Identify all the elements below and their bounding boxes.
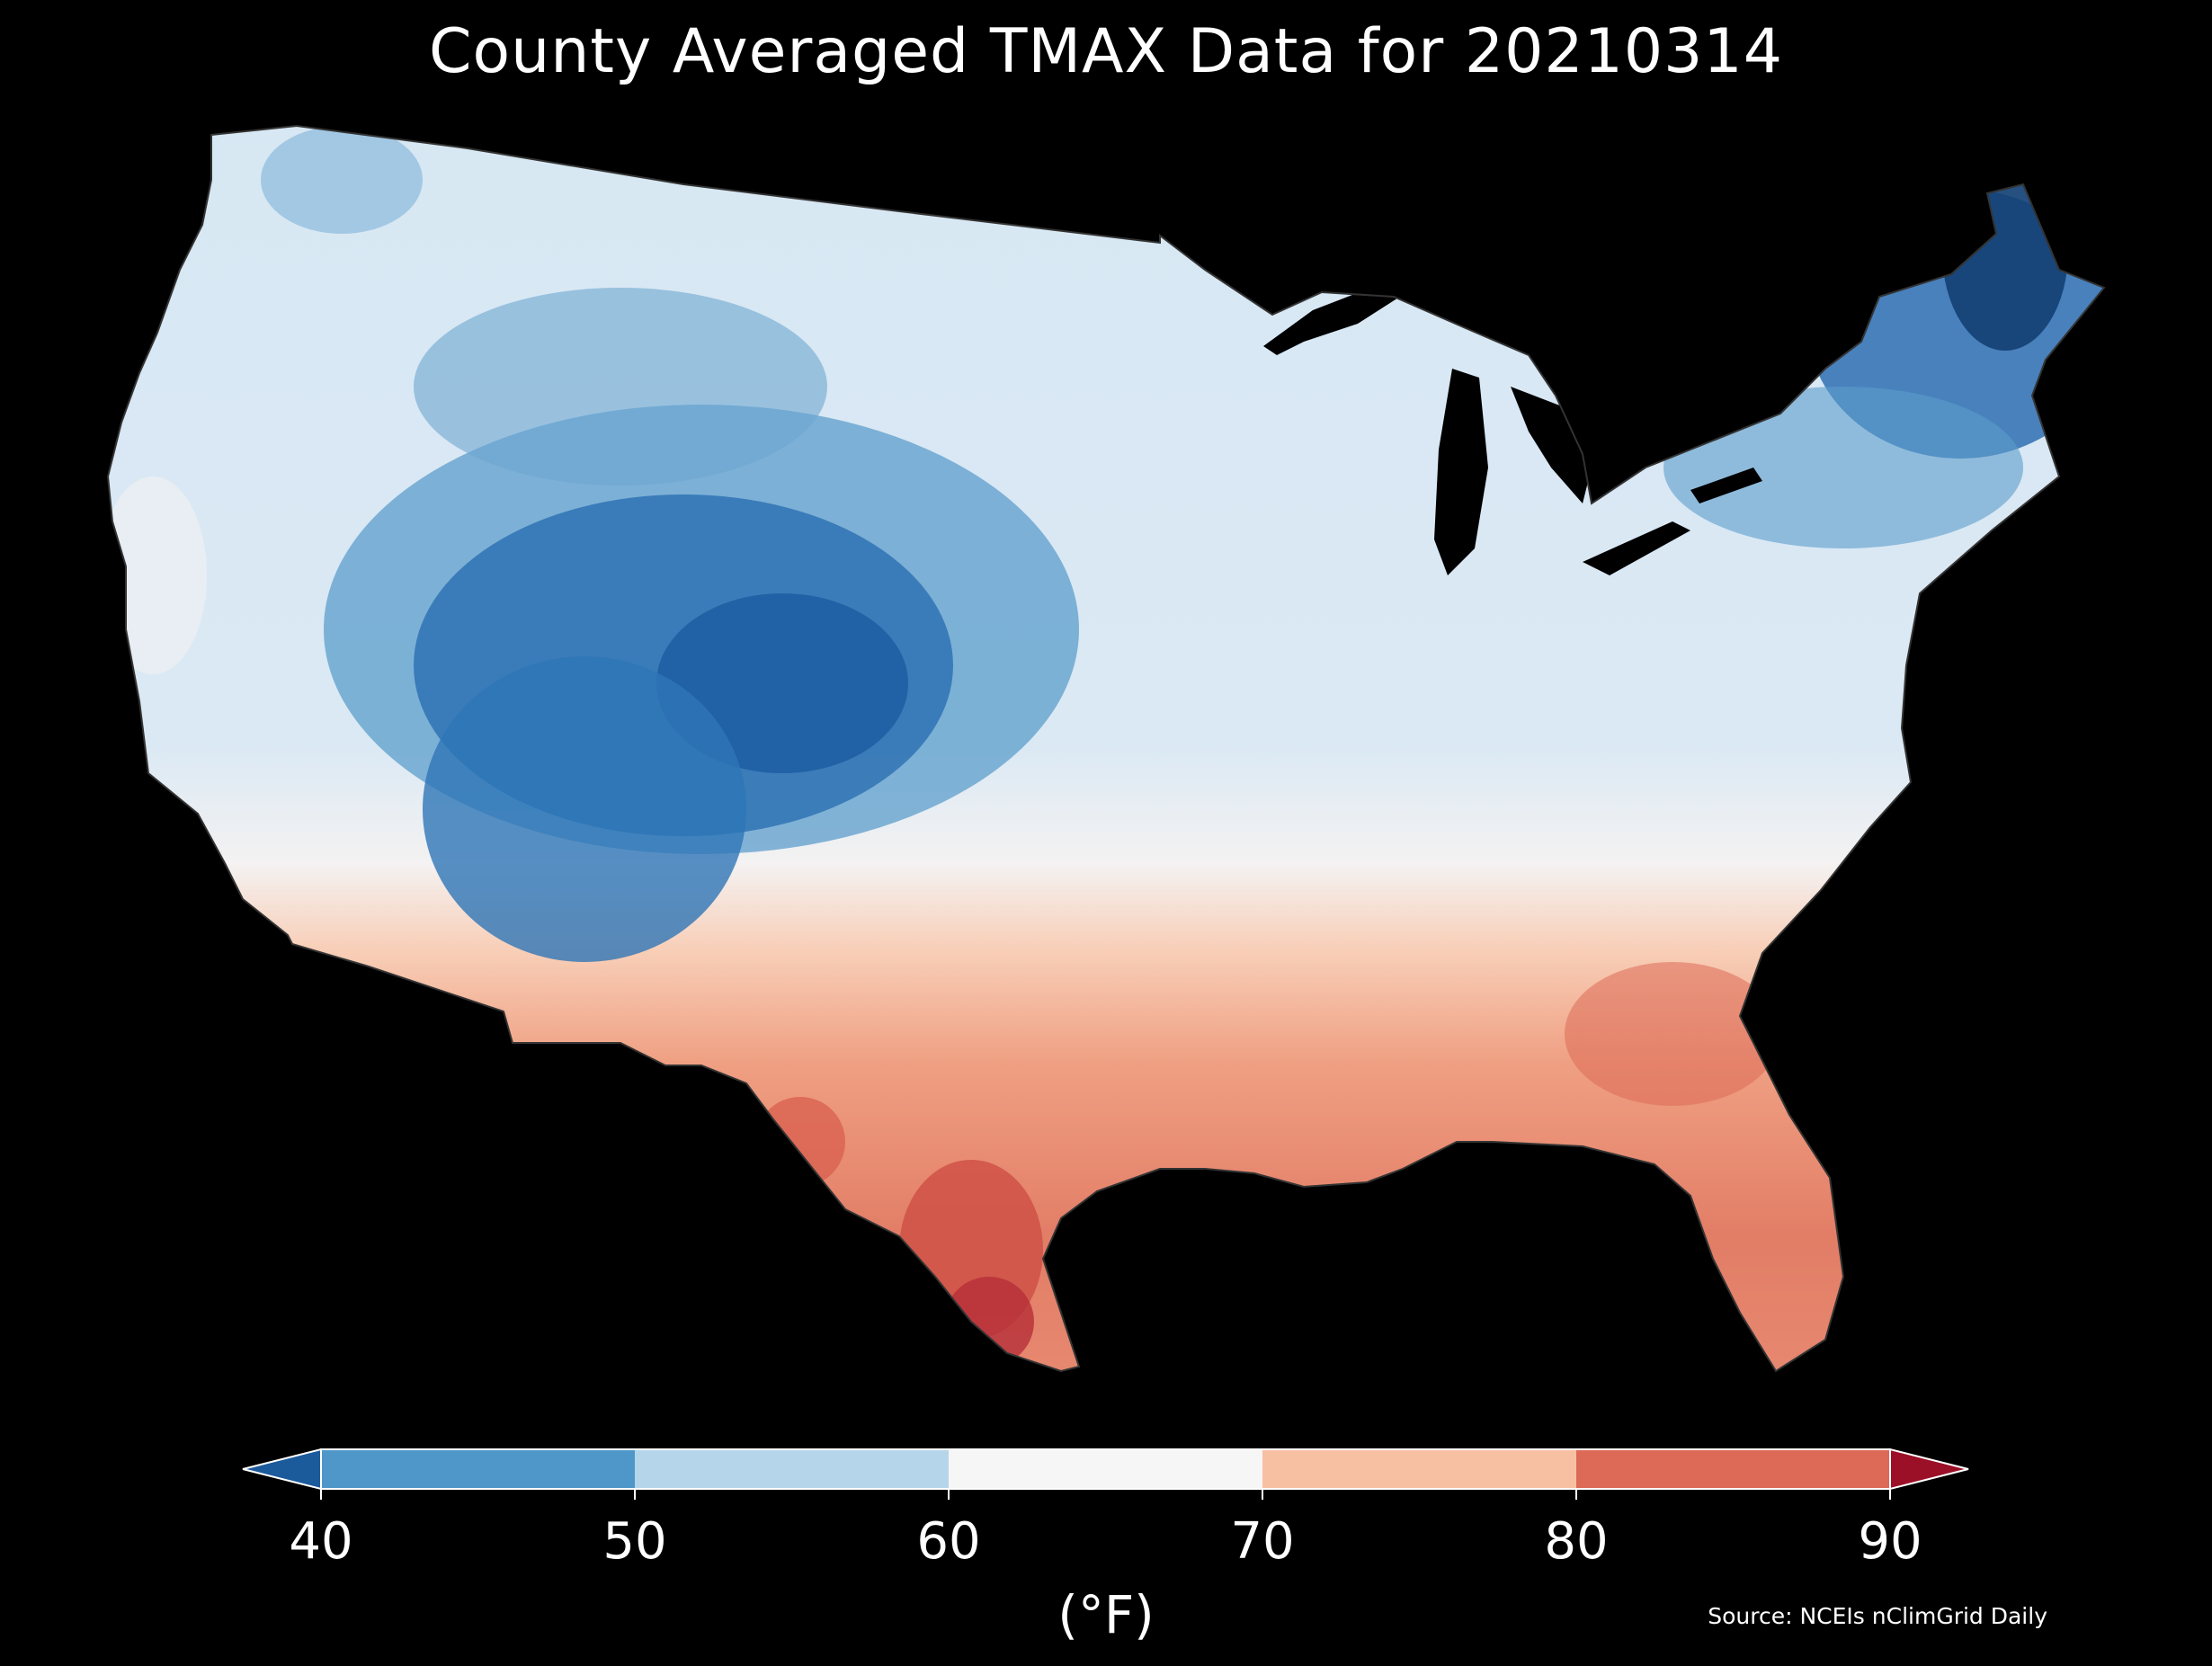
colorbar-frame (320, 1448, 1891, 1490)
colorbar-extend-high (1889, 1448, 1969, 1491)
colorbar-tick-label: 70 (1230, 1512, 1295, 1571)
us-county-map (107, 125, 2105, 1372)
colorbar-bin-40-50 (321, 1449, 635, 1489)
source-credit: Source: NCEIs nClimGrid Daily (1708, 1603, 2047, 1629)
colorbar-tick-label: 60 (916, 1512, 981, 1571)
colorbar-bin-60-70 (949, 1449, 1262, 1489)
map-fill (108, 126, 2104, 1371)
colorbar-tick-label: 90 (1858, 1512, 1922, 1571)
lake-ontario (1690, 468, 1762, 503)
colorbar-bin-50-60 (635, 1449, 949, 1489)
colorbar-tick-label: 50 (602, 1512, 667, 1571)
colorbar-bin-70-80 (1262, 1449, 1576, 1489)
lake-huron (1511, 387, 1592, 503)
colorbar-bin-80-90 (1576, 1449, 1890, 1489)
map-title: County Averaged TMAX Data for 20210314 (429, 16, 1783, 87)
lake-superior (1263, 286, 1403, 355)
colorbar (242, 1448, 1969, 1500)
colorbar-tick-label: 40 (289, 1512, 353, 1571)
colorbar-unit-label: (°F) (1057, 1584, 1155, 1645)
lake-michigan (1434, 369, 1488, 575)
lake-erie (1583, 521, 1690, 575)
colorbar-tick-label: 80 (1544, 1512, 1609, 1571)
colorbar-extend-low (242, 1448, 322, 1491)
